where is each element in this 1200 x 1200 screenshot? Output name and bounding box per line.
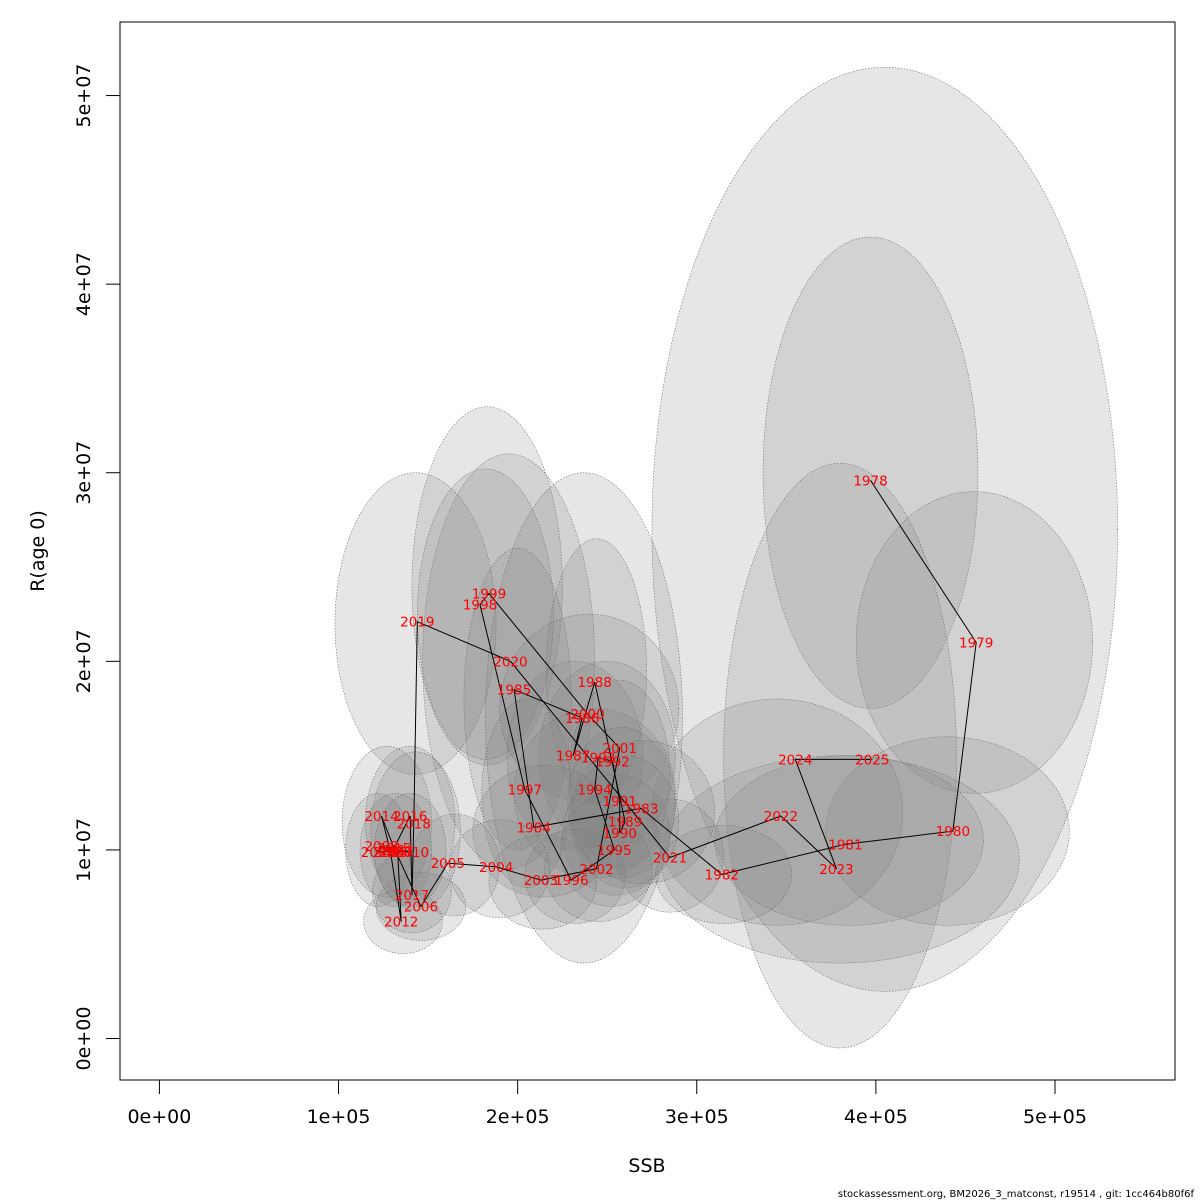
year-label-2010: 2010	[395, 845, 429, 861]
trajectory-line	[376, 480, 977, 922]
ellipse-1984	[472, 764, 617, 898]
year-label-2022: 2022	[764, 809, 798, 825]
ellipse-2020	[422, 453, 595, 870]
year-label-1992: 1992	[595, 754, 629, 770]
year-label-2025: 2025	[855, 752, 889, 768]
x-tick-label: 5e+05	[1023, 1106, 1087, 1128]
ellipse-2010	[374, 793, 447, 907]
year-label-2002: 2002	[579, 862, 613, 878]
year-label-2021: 2021	[653, 850, 687, 866]
x-tick-label: 1e+05	[307, 1106, 371, 1128]
year-label-2020: 2020	[493, 654, 527, 670]
year-label-1981: 1981	[828, 837, 862, 853]
confidence-ellipses	[334, 66, 1118, 1049]
year-label-2008: 2008	[364, 839, 398, 855]
year-label-1979: 1979	[959, 635, 993, 651]
ellipse-2025	[651, 66, 1118, 992]
x-axis: 0e+00 1e+05 2e+05 3e+05 4e+05 5e+05	[127, 1079, 1087, 1128]
x-tick-label: 0e+00	[127, 1106, 191, 1128]
ellipse-1992	[538, 661, 676, 851]
year-label-1989: 1989	[608, 815, 642, 831]
y-tick-label: 3e+07	[73, 441, 95, 505]
footer-text: stockassessment.org, BM2026_3_matconst, …	[838, 1189, 1195, 1200]
year-label-1984: 1984	[517, 820, 551, 836]
ellipse-2012	[363, 889, 443, 954]
year-label-1994: 1994	[577, 783, 611, 799]
year-label-2015: 2015	[377, 841, 411, 857]
year-label-1995: 1995	[597, 843, 631, 859]
x-tick-label: 2e+05	[486, 1106, 550, 1128]
year-label-2013: 2013	[373, 845, 407, 861]
trajectory	[376, 480, 977, 922]
ellipse-2019	[334, 472, 497, 775]
y-tick-label: 2e+07	[73, 629, 95, 693]
ellipse-1985	[463, 547, 572, 851]
year-label-1993: 1993	[581, 751, 615, 767]
year-label-2024: 2024	[778, 752, 812, 768]
year-label-2005: 2005	[431, 856, 465, 872]
year-label-1999: 1999	[472, 586, 506, 602]
year-label-1991: 1991	[603, 794, 637, 810]
y-axis: 0e+00 1e+07 2e+07 3e+07 4e+07 5e+07	[73, 64, 121, 1071]
year-label-1997: 1997	[508, 783, 542, 799]
year-label-1978: 1978	[853, 473, 887, 489]
year-label-2007: 2007	[379, 845, 413, 861]
year-label-1987: 1987	[556, 749, 590, 765]
year-label-1980: 1980	[936, 824, 970, 840]
y-tick-label: 4e+07	[73, 252, 95, 316]
year-label-2004: 2004	[479, 860, 513, 876]
year-label-2017: 2017	[395, 888, 429, 904]
year-label-1982: 1982	[705, 867, 739, 883]
year-label-1986: 1986	[565, 711, 599, 727]
year-label-1985: 1985	[497, 683, 531, 699]
year-label-2000: 2000	[570, 707, 604, 723]
x-tick-label: 4e+05	[844, 1106, 908, 1128]
year-label-2003: 2003	[524, 873, 558, 889]
ellipse-1980	[825, 736, 1070, 926]
ellipse-1993	[569, 679, 671, 870]
year-label-2023: 2023	[819, 862, 853, 878]
x-tick-label: 3e+05	[665, 1106, 729, 1128]
year-label-2009: 2009	[361, 845, 395, 861]
year-label-1988: 1988	[577, 675, 611, 691]
year-labels: 1978 1979 1980 1981 1982 1983 1984 1985 1986 1987…	[361, 473, 994, 930]
y-tick-label: 5e+07	[73, 64, 95, 128]
year-label-2012: 2012	[384, 915, 418, 931]
y-axis-title: R(age 0)	[27, 510, 49, 592]
year-label-2001: 2001	[603, 741, 637, 757]
ellipse-1978	[762, 236, 979, 709]
year-label-1983: 1983	[624, 801, 658, 817]
ellipse-2014	[341, 745, 432, 898]
ellipse-1995	[560, 793, 662, 907]
year-label-1990: 1990	[603, 826, 637, 842]
x-axis-title: SSB	[628, 1155, 665, 1177]
ellipse-2023	[660, 755, 1020, 964]
y-tick-label: 1e+07	[73, 818, 95, 882]
ellipse-1979	[855, 491, 1093, 794]
ellipse-1998	[417, 468, 554, 760]
year-label-2018: 2018	[397, 817, 431, 833]
y-tick-label: 0e+00	[73, 1007, 95, 1071]
year-label-2016: 2016	[393, 809, 427, 825]
year-label-2011: 2011	[380, 843, 414, 859]
year-label-2006: 2006	[404, 899, 438, 915]
year-label-2019: 2019	[400, 615, 434, 631]
year-label-1996: 1996	[554, 873, 588, 889]
ellipse-1990	[562, 774, 671, 896]
year-label-1998: 1998	[463, 598, 497, 614]
year-label-2014: 2014	[364, 809, 398, 825]
ellipse-2003	[488, 834, 597, 930]
